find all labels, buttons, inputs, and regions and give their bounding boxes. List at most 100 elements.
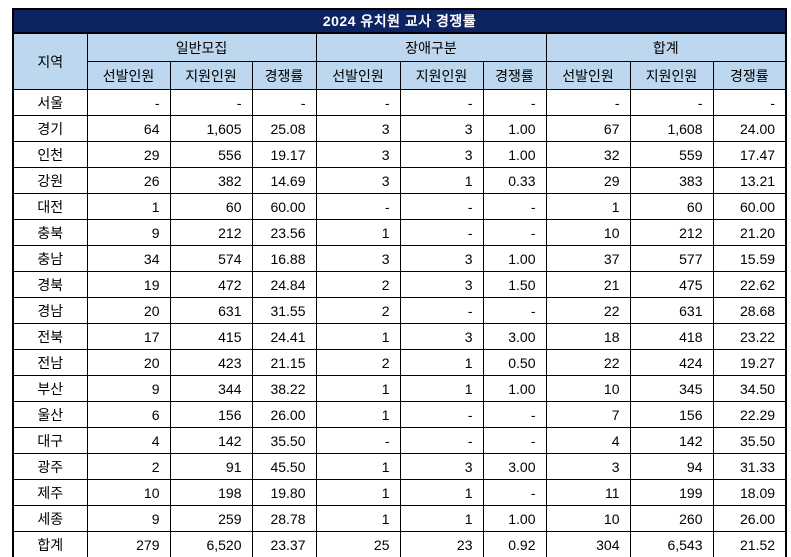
value-cell: - bbox=[482, 297, 547, 324]
value-cell: 22.62 bbox=[712, 271, 787, 298]
value-cell: 2 bbox=[315, 297, 401, 324]
value-cell: 29 bbox=[545, 167, 631, 194]
table-row: 대전 1 60 60.00- - -1 60 60.00 bbox=[12, 193, 787, 220]
value-cell: 345 bbox=[629, 375, 714, 402]
value-cell: 1 bbox=[399, 167, 484, 194]
value-cell: 22 bbox=[545, 349, 631, 376]
value-cell: - bbox=[545, 89, 631, 116]
value-cell: 1 bbox=[399, 479, 484, 506]
value-cell: 25.08 bbox=[251, 115, 317, 142]
region-cell: 인천 bbox=[12, 141, 88, 168]
value-cell: 19.80 bbox=[251, 479, 317, 506]
col-header-applicants-general: 지원인원 bbox=[169, 61, 253, 90]
region-cell: 부산 bbox=[12, 375, 88, 402]
value-cell: 28.68 bbox=[712, 297, 787, 324]
value-cell: 415 bbox=[169, 323, 253, 350]
value-cell: 34 bbox=[86, 245, 171, 272]
value-cell: - bbox=[251, 89, 317, 116]
value-cell: 18.09 bbox=[712, 479, 787, 506]
group-header-row: 지역 일반모집 장애구분 합계 bbox=[12, 32, 787, 90]
table-row: 충북 9 212 23.56 1- -10 212 21.20 bbox=[12, 219, 787, 246]
value-cell: 1 bbox=[86, 193, 171, 220]
value-cell: 424 bbox=[629, 349, 714, 376]
value-cell: - bbox=[315, 89, 401, 116]
value-cell: 22 bbox=[545, 297, 631, 324]
value-cell: 1 bbox=[399, 375, 484, 402]
value-cell: 556 bbox=[169, 141, 253, 168]
table-row: 충남 34 574 16.88 3 3 1.00 37 577 15.59 bbox=[12, 245, 787, 272]
value-cell: 31.33 bbox=[712, 453, 787, 480]
value-cell: 1 bbox=[315, 479, 401, 506]
value-cell: 25 bbox=[315, 531, 401, 557]
value-cell: 631 bbox=[629, 297, 714, 324]
table-row: 대구 4 142 35.50- - -4 142 35.50 bbox=[12, 427, 787, 454]
value-cell: 10 bbox=[545, 375, 631, 402]
value-cell: 94 bbox=[629, 453, 714, 480]
value-cell: 142 bbox=[169, 427, 253, 454]
value-cell: 475 bbox=[629, 271, 714, 298]
table-row: 경북 19 472 24.84 2 3 1.50 21 475 22.62 bbox=[12, 271, 787, 298]
value-cell: 2 bbox=[315, 349, 401, 376]
col-header-selected-total: 선발인원 bbox=[545, 61, 631, 90]
region-cell: 대구 bbox=[12, 427, 88, 454]
value-cell: 23.56 bbox=[251, 219, 317, 246]
value-cell: 3 bbox=[399, 323, 484, 350]
value-cell: 1.00 bbox=[482, 141, 547, 168]
table-row: 제주 10 198 19.80 1 1-11 199 18.09 bbox=[12, 479, 787, 506]
col-group-disability: 장애구분 bbox=[315, 32, 547, 62]
value-cell: 142 bbox=[629, 427, 714, 454]
region-cell: 대전 bbox=[12, 193, 88, 220]
value-cell: 34.50 bbox=[712, 375, 787, 402]
table-title: 2024 유치원 교사 경쟁률 bbox=[12, 8, 787, 34]
value-cell: 1 bbox=[315, 453, 401, 480]
sub-header-row: 선발인원 지원인원 경쟁률 선발인원 지원인원 경쟁률 선발인원 지원인원 경쟁… bbox=[13, 61, 787, 90]
value-cell: 156 bbox=[169, 401, 253, 428]
value-cell: 60.00 bbox=[712, 193, 787, 220]
value-cell: - bbox=[315, 427, 401, 454]
value-cell: 3 bbox=[315, 167, 401, 194]
value-cell: 3 bbox=[399, 141, 484, 168]
value-cell: 1.00 bbox=[482, 505, 547, 532]
table-row: 전남 20 423 21.15 2 1 0.50 22 424 19.27 bbox=[12, 349, 787, 376]
region-cell: 충북 bbox=[12, 219, 88, 246]
col-header-selected-disability: 선발인원 bbox=[315, 61, 401, 90]
value-cell: - bbox=[482, 193, 547, 220]
value-cell: 0.92 bbox=[482, 531, 547, 557]
table-row: 울산 6 156 26.00 1- -7 156 22.29 bbox=[12, 401, 787, 428]
value-cell: 3 bbox=[399, 271, 484, 298]
value-cell: - bbox=[399, 219, 484, 246]
value-cell: 21.20 bbox=[712, 219, 787, 246]
value-cell: 10 bbox=[545, 505, 631, 532]
value-cell: 20 bbox=[86, 349, 171, 376]
value-cell: 9 bbox=[86, 219, 171, 246]
table-row: 경기 64 1,605 25.08 3 3 1.00 67 1,608 24.00 bbox=[12, 115, 787, 142]
value-cell: 24.00 bbox=[712, 115, 787, 142]
value-cell: 199 bbox=[629, 479, 714, 506]
value-cell: 3 bbox=[399, 115, 484, 142]
value-cell: 10 bbox=[86, 479, 171, 506]
value-cell: 3 bbox=[315, 245, 401, 272]
value-cell: 304 bbox=[545, 531, 631, 557]
value-cell: 3 bbox=[399, 245, 484, 272]
value-cell: 9 bbox=[86, 375, 171, 402]
value-cell: 1,605 bbox=[169, 115, 253, 142]
value-cell: 13.21 bbox=[712, 167, 787, 194]
value-cell: 212 bbox=[629, 219, 714, 246]
value-cell: 1.00 bbox=[482, 245, 547, 272]
table-row: 합계 279 6,520 23.37 25 23 0.92 304 6,543 21.52 bbox=[12, 531, 787, 557]
value-cell: 423 bbox=[169, 349, 253, 376]
value-cell: - bbox=[712, 89, 787, 116]
value-cell: - bbox=[169, 89, 253, 116]
value-cell: - bbox=[482, 479, 547, 506]
value-cell: 23 bbox=[399, 531, 484, 557]
title-row: 2024 유치원 교사 경쟁률 bbox=[12, 8, 787, 34]
value-cell: 3 bbox=[315, 141, 401, 168]
value-cell: - bbox=[399, 193, 484, 220]
value-cell: 31.55 bbox=[251, 297, 317, 324]
value-cell: - bbox=[629, 89, 714, 116]
value-cell: 2 bbox=[86, 453, 171, 480]
value-cell: 38.22 bbox=[251, 375, 317, 402]
value-cell: 1 bbox=[315, 219, 401, 246]
value-cell: 3 bbox=[315, 115, 401, 142]
value-cell: 16.88 bbox=[251, 245, 317, 272]
